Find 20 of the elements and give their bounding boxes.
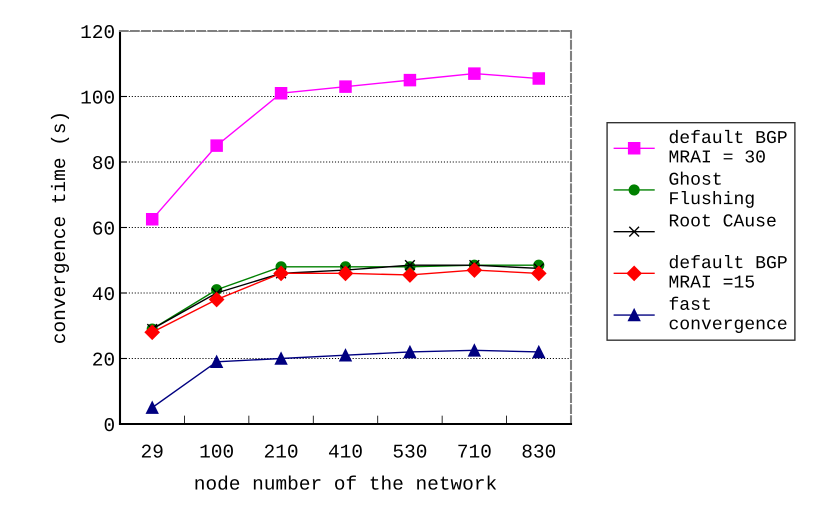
legend-label: Ghost Flushing bbox=[669, 172, 754, 208]
x-axis-title: node number of the network bbox=[195, 475, 496, 490]
y-tick-label: 100 bbox=[82, 90, 114, 104]
y-tick-label: 0 bbox=[104, 418, 114, 432]
x-tick-label: 100 bbox=[200, 444, 233, 458]
y-tick-label: 60 bbox=[93, 222, 114, 235]
y-tick-label: 20 bbox=[93, 352, 114, 366]
legend-label: default BGP MRAI = 30 bbox=[670, 130, 787, 163]
y-tick-label: 40 bbox=[92, 287, 114, 300]
x-tick-label: 710 bbox=[458, 444, 491, 458]
x-tick-label: 29 bbox=[142, 444, 163, 458]
y-tick-label: 80 bbox=[93, 156, 114, 170]
x-tick-label: 210 bbox=[264, 444, 298, 458]
y-tick-label: 120 bbox=[82, 25, 114, 38]
x-tick-label: 530 bbox=[394, 444, 426, 458]
y-axis-title: convergence time (s) bbox=[50, 114, 70, 343]
x-tick-label: 410 bbox=[328, 444, 362, 458]
x-tick-label: 830 bbox=[522, 444, 556, 458]
legend-label: Root CAuse bbox=[670, 214, 776, 227]
legend-label: fast convergence bbox=[670, 296, 786, 333]
